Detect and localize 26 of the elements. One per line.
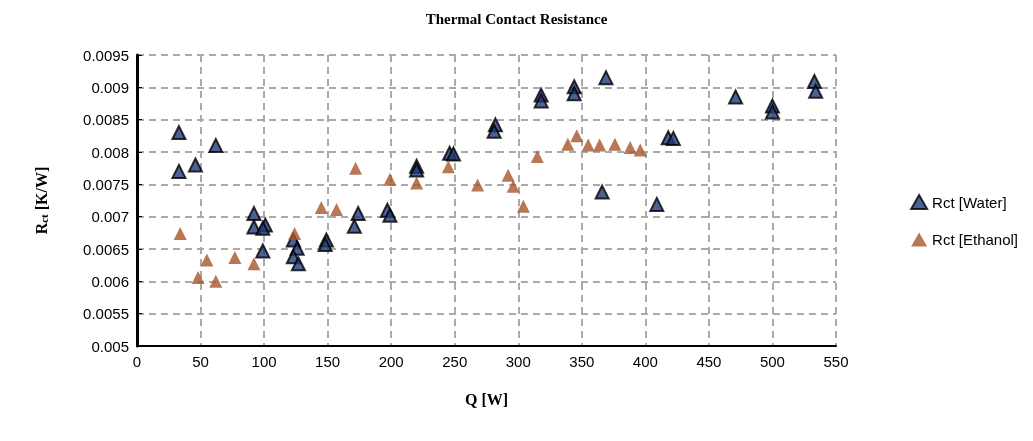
chart-title: Thermal Contact Resistance (425, 10, 608, 27)
x-tick-label: 100 (251, 353, 277, 370)
legend-label: Rct [Water] (932, 193, 1007, 211)
y-tick-label: 0.0095 (83, 46, 129, 64)
x-tick-label: 150 (315, 353, 341, 370)
x-tick-label: 0 (132, 353, 142, 370)
x-tick-label: 200 (378, 353, 404, 370)
y-tick-label: 0.007 (91, 208, 129, 226)
y-tick-label: 0.008 (91, 143, 129, 161)
x-tick-label: 250 (442, 353, 468, 370)
x-tick-label: 50 (192, 353, 209, 370)
y-tick-label: 0.005 (91, 337, 129, 355)
y-tick-label: 0.009 (91, 78, 129, 96)
x-tick-label: 400 (632, 353, 658, 370)
legend-label: Rct [Ethanol] (932, 231, 1019, 248)
y-tick-label: 0.0075 (83, 175, 129, 193)
y-tick-label: 0.0085 (83, 111, 129, 129)
x-tick-label: 550 (823, 353, 849, 370)
x-tick-label: 350 (569, 353, 595, 370)
x-axis-title: Q [W] (464, 390, 509, 408)
y-tick-label: 0.0065 (83, 240, 129, 258)
x-tick-label: 450 (696, 353, 722, 370)
y-tick-label: 0.0055 (83, 305, 129, 323)
x-tick-label: 300 (505, 353, 531, 370)
x-tick-label: 500 (759, 353, 785, 370)
y-tick-label: 0.006 (91, 272, 129, 290)
